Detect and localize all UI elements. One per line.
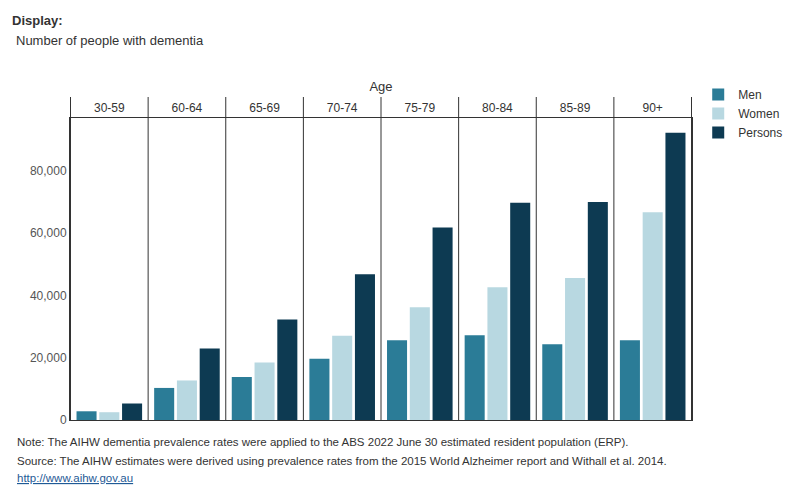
svg-text:Number of people with dementia: Number of people with dementia (16, 33, 204, 48)
svg-text:70-74: 70-74 (327, 101, 358, 115)
svg-text:60,000: 60,000 (30, 226, 67, 240)
svg-text:30-59: 30-59 (94, 101, 125, 115)
svg-text:40,000: 40,000 (30, 289, 67, 303)
svg-text:http://www.aihw.gov.au: http://www.aihw.gov.au (17, 472, 133, 484)
svg-text:Age: Age (369, 79, 392, 94)
svg-text:Note: The AIHW dementia preval: Note: The AIHW dementia prevalence rates… (17, 436, 629, 448)
svg-text:80-84: 80-84 (482, 101, 513, 115)
svg-text:Persons: Persons (738, 126, 782, 140)
svg-text:60-64: 60-64 (172, 101, 203, 115)
svg-text:80,000: 80,000 (30, 164, 67, 178)
svg-text:Men: Men (738, 88, 761, 102)
svg-text:Display:: Display: (12, 13, 63, 28)
svg-text:65-69: 65-69 (249, 101, 280, 115)
svg-text:20,000: 20,000 (30, 351, 67, 365)
svg-text:90+: 90+ (643, 101, 663, 115)
svg-text:75-79: 75-79 (404, 101, 435, 115)
svg-text:Women: Women (738, 107, 779, 121)
svg-text:Source: The AIHW estimates wer: Source: The AIHW estimates were derived … (17, 455, 667, 467)
svg-text:0: 0 (60, 413, 67, 427)
svg-text:85-89: 85-89 (560, 101, 591, 115)
